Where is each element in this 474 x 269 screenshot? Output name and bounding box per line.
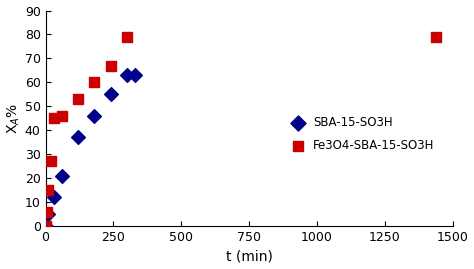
SBA-15-SO3H xyxy=(50,195,57,199)
SBA-15-SO3H xyxy=(42,224,49,228)
Fe3O4-SBA-15-SO3H xyxy=(47,159,55,164)
Fe3O4-SBA-15-SO3H xyxy=(107,63,115,68)
Fe3O4-SBA-15-SO3H xyxy=(43,210,51,214)
SBA-15-SO3H xyxy=(45,212,52,216)
X-axis label: t (min): t (min) xyxy=(226,249,273,263)
SBA-15-SO3H xyxy=(58,174,66,178)
Fe3O4-SBA-15-SO3H xyxy=(74,97,82,101)
Fe3O4-SBA-15-SO3H xyxy=(58,114,66,118)
Fe3O4-SBA-15-SO3H xyxy=(45,188,52,192)
Y-axis label: X$_A$%: X$_A$% xyxy=(6,103,22,134)
SBA-15-SO3H xyxy=(91,114,98,118)
Fe3O4-SBA-15-SO3H xyxy=(123,35,131,39)
Fe3O4-SBA-15-SO3H xyxy=(91,80,98,84)
Fe3O4-SBA-15-SO3H xyxy=(42,224,49,228)
Legend: SBA-15-SO3H, Fe3O4-SBA-15-SO3H: SBA-15-SO3H, Fe3O4-SBA-15-SO3H xyxy=(283,114,437,155)
SBA-15-SO3H xyxy=(107,92,115,97)
Fe3O4-SBA-15-SO3H xyxy=(432,35,440,39)
SBA-15-SO3H xyxy=(123,73,131,77)
SBA-15-SO3H xyxy=(131,73,139,77)
SBA-15-SO3H xyxy=(74,135,82,140)
Fe3O4-SBA-15-SO3H xyxy=(50,116,57,121)
